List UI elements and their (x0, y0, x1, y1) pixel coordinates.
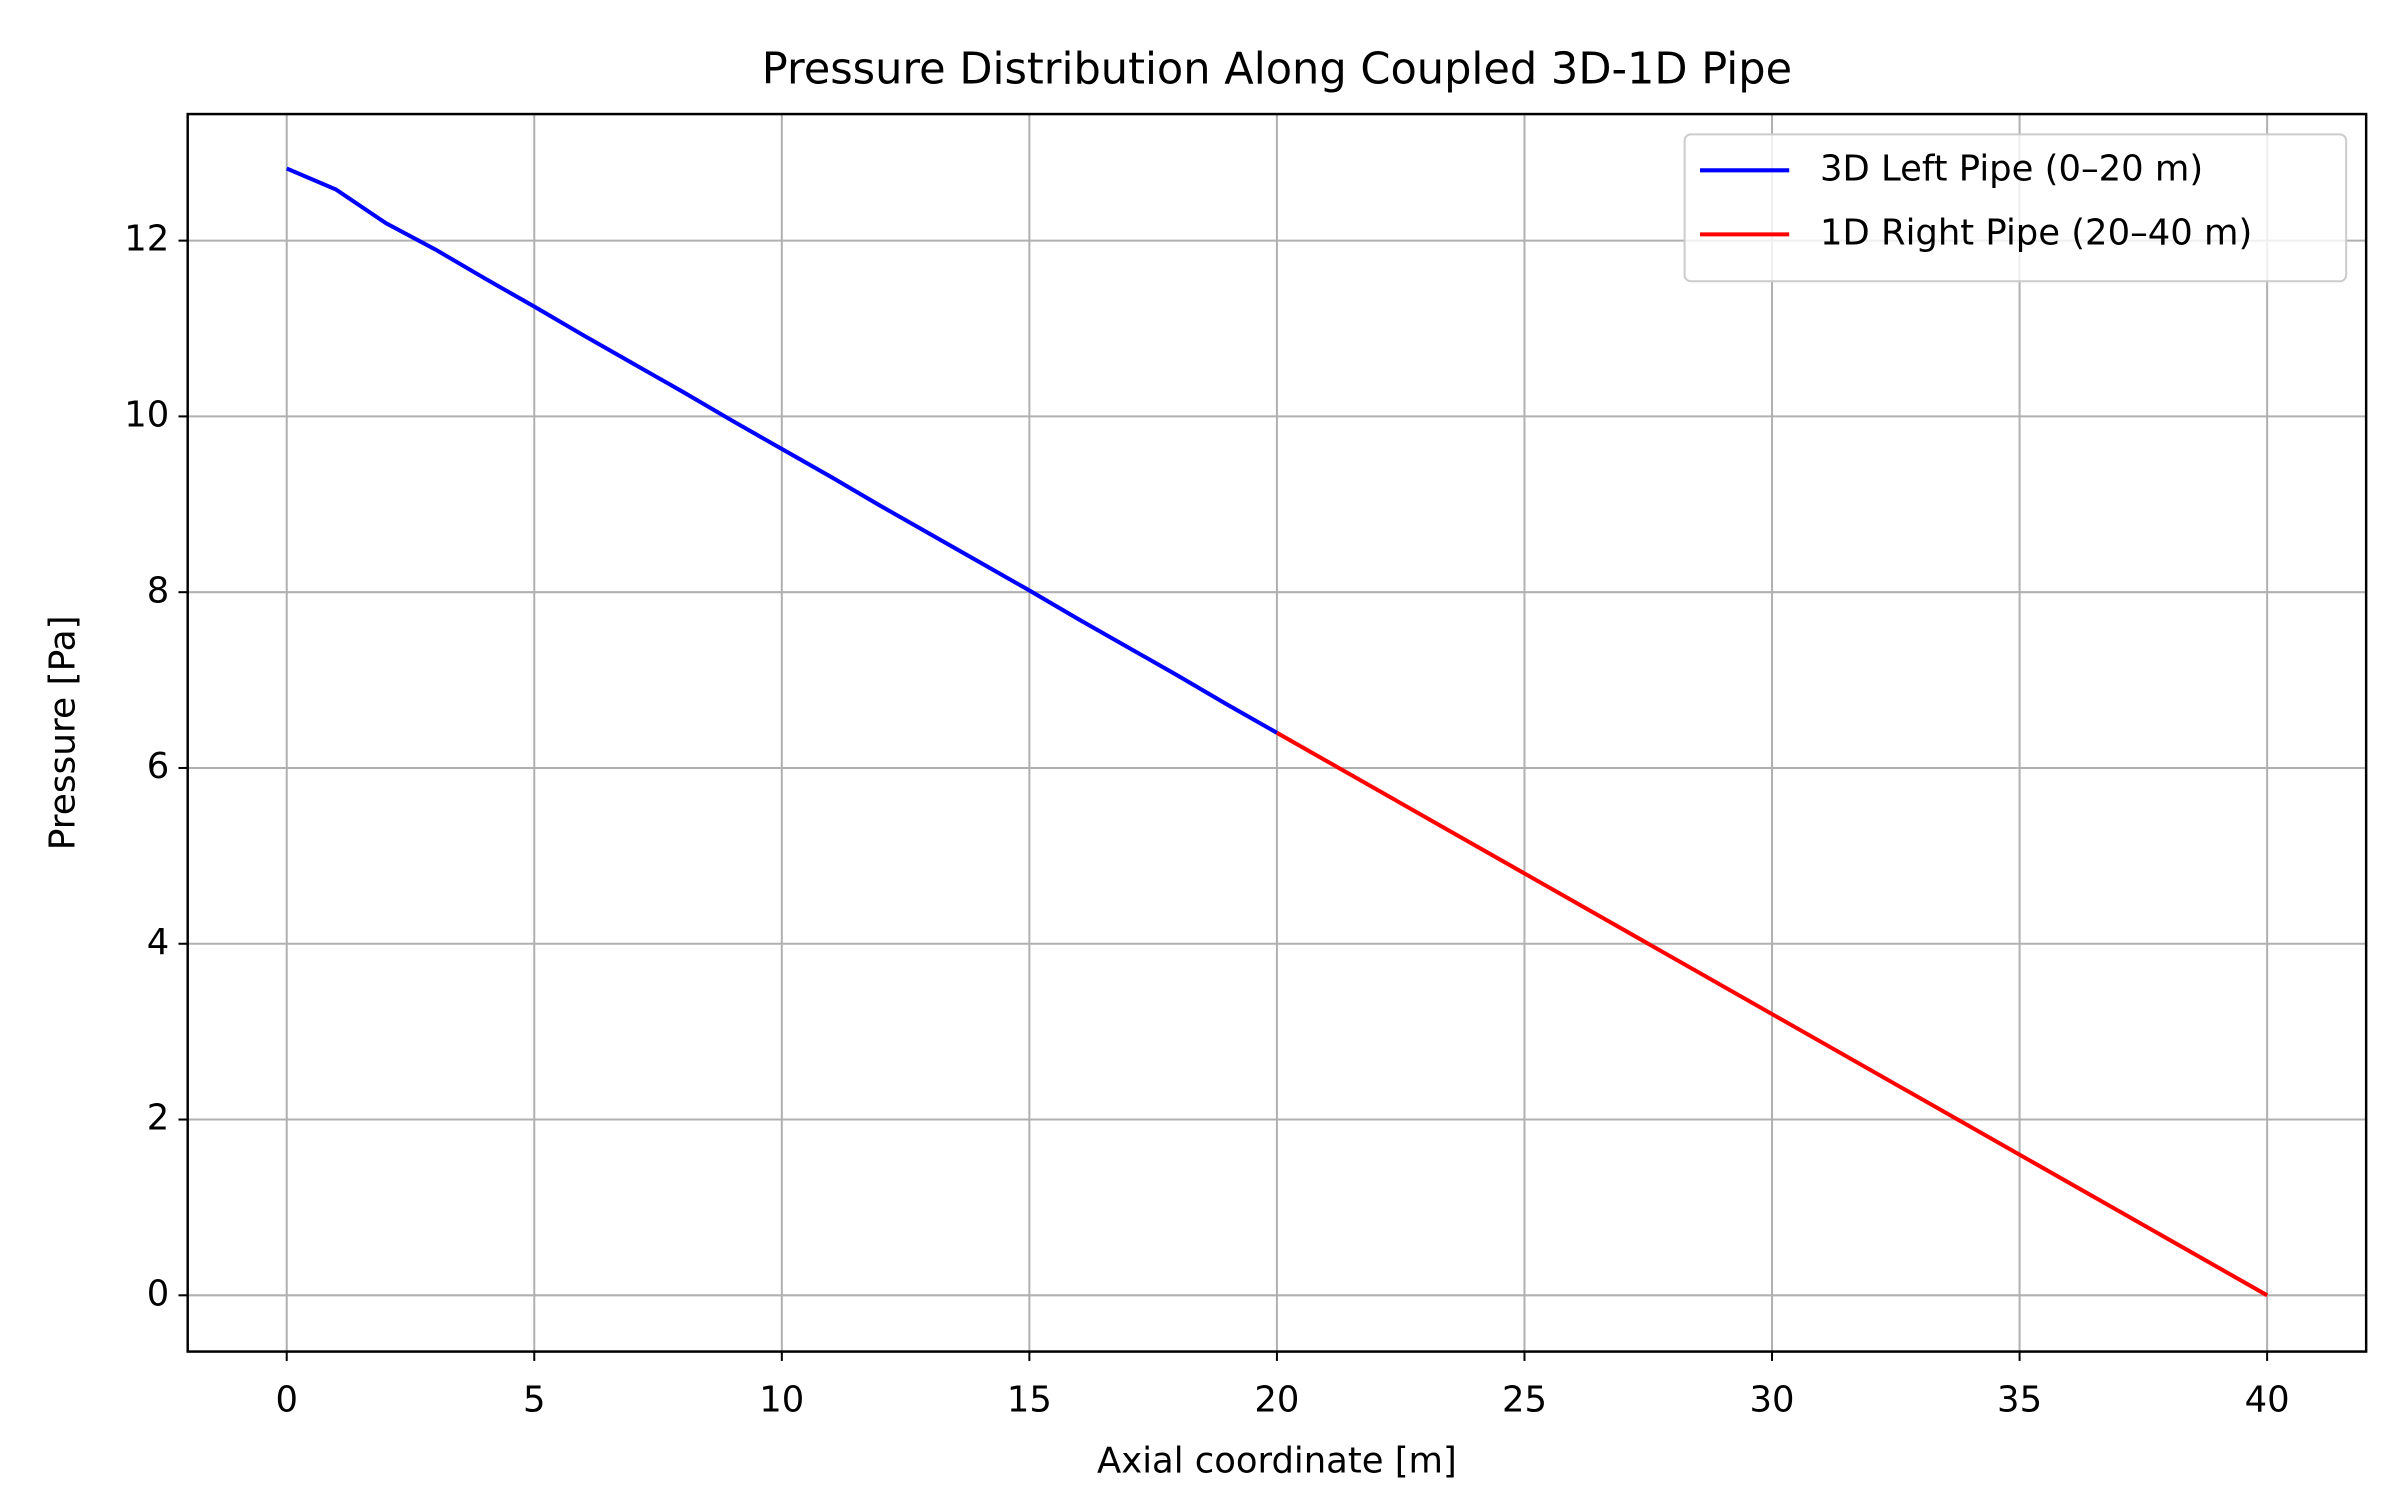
grid: 0 5 10 15 20 25 30 35 40 0 2 4 6 8 10 12 (124, 114, 2367, 1421)
y-tick-label: 2 (147, 1097, 170, 1138)
y-tick-label: 12 (124, 218, 169, 259)
y-axis-label: Pressure [Pa] (43, 615, 84, 850)
x-tick-label: 15 (1007, 1379, 1052, 1420)
x-tick-label: 25 (1502, 1379, 1547, 1420)
x-tick-label: 40 (2245, 1379, 2290, 1420)
legend-box (1683, 133, 2348, 283)
x-tick-label: 10 (759, 1379, 804, 1420)
plot-area (285, 166, 2269, 1298)
y-tick-label: 4 (147, 922, 170, 963)
axes-frame (186, 112, 2368, 1353)
data-line (285, 166, 1278, 735)
x-tick-label: 30 (1750, 1379, 1795, 1420)
chart-title: Pressure Distribution Along Coupled 3D-1… (762, 44, 1792, 94)
x-tick-label: 20 (1254, 1379, 1299, 1420)
legend: 3D Left Pipe (0–20 m) 1D Right Pipe (20–4… (1683, 133, 2348, 283)
y-tick-label: 8 (147, 570, 170, 611)
y-tick-label: 10 (124, 394, 169, 435)
x-axis-label: Axial coordinate [m] (1097, 1440, 1457, 1481)
data-line (1275, 731, 2269, 1298)
legend-label: 3D Left Pipe (0–20 m) (1820, 148, 2203, 189)
x-tick-label: 35 (1997, 1379, 2042, 1420)
y-tick-label: 0 (147, 1273, 170, 1314)
x-tick-label: 0 (275, 1379, 298, 1420)
legend-label: 1D Right Pipe (20–40 m) (1820, 212, 2252, 253)
y-tick-label: 6 (147, 746, 170, 787)
x-tick-label: 5 (523, 1379, 546, 1420)
